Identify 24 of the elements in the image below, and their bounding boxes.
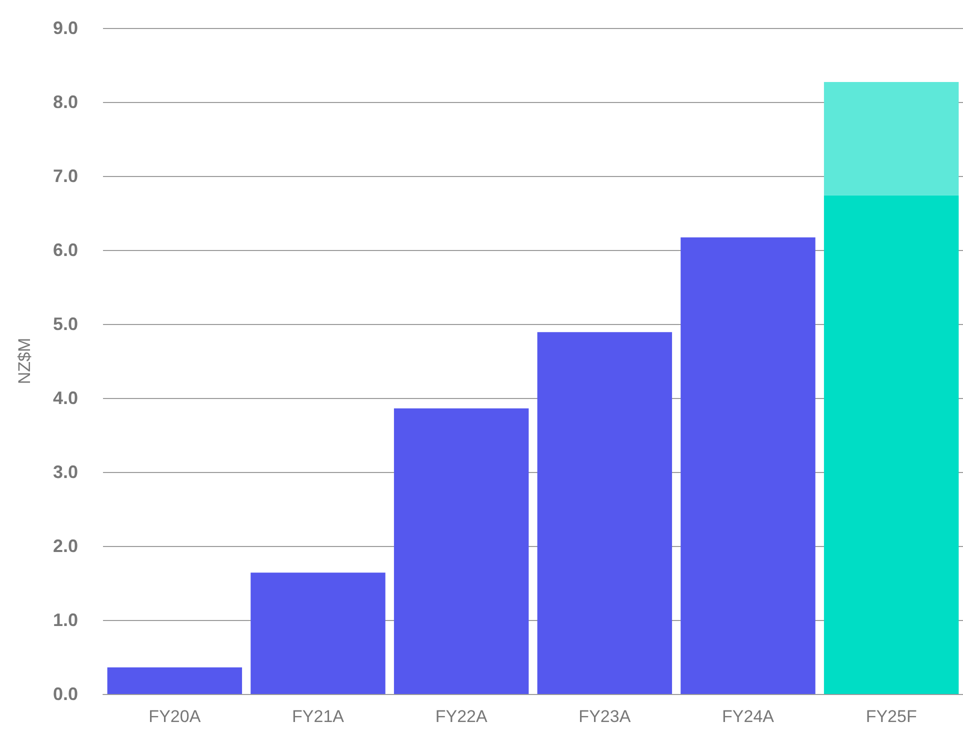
x-tick-label: FY20A bbox=[148, 707, 202, 726]
x-tick-label: FY21A bbox=[292, 707, 345, 726]
bar bbox=[680, 237, 816, 694]
y-tick-label: 0.0 bbox=[53, 684, 78, 704]
x-tick-label: FY22A bbox=[435, 707, 488, 726]
y-axis-title: NZ$M bbox=[15, 338, 34, 384]
x-tick-label: FY24A bbox=[722, 707, 775, 726]
bar bbox=[394, 408, 529, 694]
y-tick-label: 6.0 bbox=[53, 240, 78, 260]
bar bbox=[824, 195, 959, 694]
y-tick-label: 8.0 bbox=[53, 92, 78, 112]
y-tick-label: 3.0 bbox=[53, 462, 78, 482]
x-tick-label: FY25F bbox=[866, 707, 917, 726]
bar bbox=[107, 667, 242, 694]
y-tick-label: 4.0 bbox=[53, 388, 78, 408]
y-tick-label: 1.0 bbox=[53, 610, 78, 630]
y-tick-label: 9.0 bbox=[53, 18, 78, 38]
y-tick-label: 2.0 bbox=[53, 536, 78, 556]
bar bbox=[537, 332, 672, 694]
y-tick-label: 7.0 bbox=[53, 166, 78, 186]
bar bbox=[250, 572, 386, 694]
bar bbox=[824, 82, 959, 196]
x-tick-label: FY23A bbox=[578, 707, 632, 726]
y-tick-label: 5.0 bbox=[53, 314, 78, 334]
